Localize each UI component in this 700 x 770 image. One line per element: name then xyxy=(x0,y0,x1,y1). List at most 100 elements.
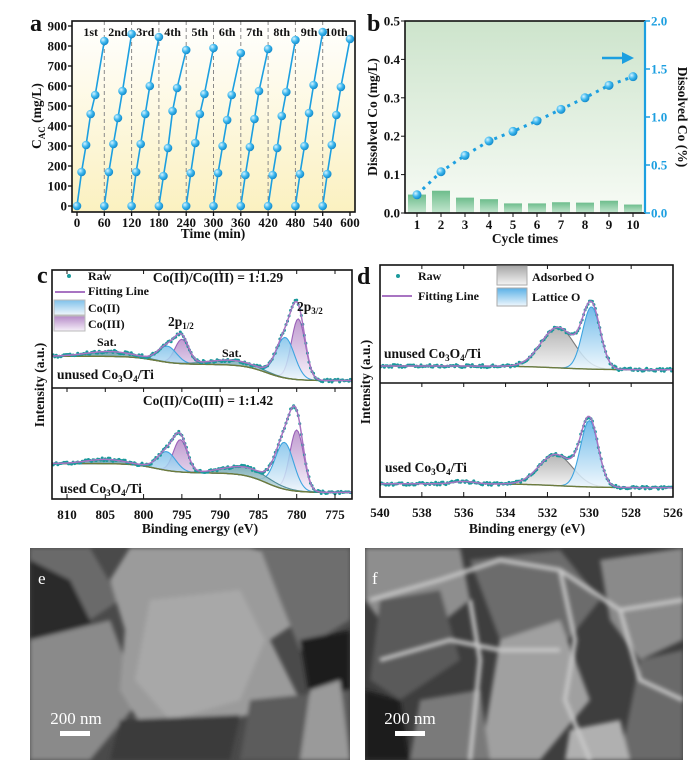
data-point xyxy=(90,90,100,100)
y-tick-label: 700 xyxy=(48,59,68,74)
x-tick-label: 795 xyxy=(172,507,192,522)
sat-label-1: Sat. xyxy=(97,335,117,349)
panel-d-o1s-xps: 540 538 536 534 532 530 528 526 d Raw Fitting L… xyxy=(357,264,683,536)
sample-label-used-d: used Co3O4/Ti xyxy=(385,460,467,477)
data-point xyxy=(336,82,346,92)
panel-a-x-axis-label: Time (min) xyxy=(181,226,246,241)
data-point xyxy=(291,35,300,45)
y-tick-label: 500 xyxy=(48,99,68,114)
x-tick-label: 785 xyxy=(249,507,269,522)
legend-adsorbed-label: Adsorbed O xyxy=(532,270,594,284)
data-point xyxy=(109,139,118,149)
peak-label-2p12: 2p1/2 xyxy=(168,314,194,331)
y-tick-label: 300 xyxy=(48,139,68,154)
panel-d-frame xyxy=(379,264,674,498)
bar xyxy=(624,204,642,213)
data-point xyxy=(272,143,282,153)
x-tick-label: 60 xyxy=(98,215,111,230)
bar xyxy=(552,202,570,213)
data-point xyxy=(218,141,227,151)
fitting-line xyxy=(52,405,352,494)
sem-image-f: f 200 nm xyxy=(365,548,683,760)
sample-label-used-c: used Co3O4/Ti xyxy=(60,481,142,498)
panel-c-y-axis-label: Intensity (a.u.) xyxy=(32,343,47,427)
data-point xyxy=(532,116,542,126)
data-point xyxy=(100,201,109,211)
data-point xyxy=(72,201,82,211)
dissolved-percent-line xyxy=(415,75,634,196)
data-point xyxy=(604,80,614,90)
legend-fit-label: Fitting Line xyxy=(88,284,150,298)
x-tick-label: 536 xyxy=(454,505,474,520)
x-tick-label: 10 xyxy=(627,217,640,232)
data-point xyxy=(168,106,177,116)
data-point xyxy=(241,170,250,180)
data-point xyxy=(436,167,446,177)
legend-raw-label: Raw xyxy=(88,269,112,283)
scale-bar-e xyxy=(60,731,90,736)
panel-f-letter: f xyxy=(372,569,378,588)
cycle-label: 4th xyxy=(164,25,181,39)
sat-label-2: Sat. xyxy=(222,346,242,360)
raw-point xyxy=(295,298,299,302)
x-tick-label: 600 xyxy=(340,215,360,230)
arrow-right-icon xyxy=(602,52,634,64)
data-point xyxy=(291,201,300,211)
scale-bar-label-f: 200 nm xyxy=(384,709,435,728)
y-left-tick-label: 0.2 xyxy=(384,129,400,144)
data-point xyxy=(295,169,305,179)
panel-a-y-axis-label: CAC (mg/L) xyxy=(29,83,47,149)
x-tick-label: 5 xyxy=(510,217,517,232)
y-left-tick-label: 0.4 xyxy=(384,52,401,67)
panel-b-x-axis-label: Cycle times xyxy=(492,231,558,246)
data-point xyxy=(140,109,150,119)
bar xyxy=(408,194,426,213)
panel-a-cycle-chart: 1st 2nd 3rd 4th 5th 6th 7th 8th 9th 10th a Time (… xyxy=(29,11,360,241)
panel-d-letter: d xyxy=(357,264,371,290)
legend-co2-label: Co(II) xyxy=(88,301,120,315)
cycle-line xyxy=(240,48,269,207)
legend-lattice-label: Lattice O xyxy=(532,290,580,304)
data-point xyxy=(222,115,232,125)
panel-b-plot-area xyxy=(405,21,645,213)
data-point xyxy=(322,169,332,179)
x-tick-label: 538 xyxy=(412,505,432,520)
cycle-label: 2nd xyxy=(108,25,128,39)
cycle-line xyxy=(294,31,324,207)
cycle-line xyxy=(321,38,351,207)
y-right-tick-label: 1.5 xyxy=(651,62,668,77)
cycle-line xyxy=(212,52,242,207)
data-point xyxy=(268,170,277,180)
data-point xyxy=(191,138,200,148)
data-point xyxy=(186,168,196,178)
data-point xyxy=(81,140,91,150)
panel-a-letter: a xyxy=(30,11,42,37)
legend-co3-label: Co(III) xyxy=(88,317,125,331)
data-point xyxy=(154,201,164,211)
data-point xyxy=(345,34,355,44)
sample-label-unused-c: unused Co3O4/Ti xyxy=(57,367,154,384)
panel-e-letter: e xyxy=(38,569,46,588)
x-tick-label: 540 xyxy=(370,505,390,520)
data-point xyxy=(200,89,209,99)
y-tick-label: 900 xyxy=(48,19,68,34)
cycle-label: 6th xyxy=(219,25,236,39)
x-tick-label: 480 xyxy=(286,215,306,230)
y-left-tick-label: 0.3 xyxy=(384,90,401,105)
data-point xyxy=(508,126,518,136)
data-point xyxy=(628,72,638,82)
data-point xyxy=(118,86,127,96)
panel-b-left-y-axis-label: Dissolved Co (mg/L) xyxy=(365,58,380,176)
cycle-line xyxy=(267,39,297,207)
x-tick-label: 532 xyxy=(538,505,558,520)
y-tick-label: 800 xyxy=(48,39,68,54)
data-point xyxy=(113,113,123,123)
data-point xyxy=(127,29,136,39)
data-point xyxy=(309,80,318,90)
legend-co3-swatch xyxy=(53,315,86,332)
y-right-tick-label: 0.0 xyxy=(651,206,667,221)
cycle-line xyxy=(158,49,187,207)
cycle-label: 5th xyxy=(192,25,209,39)
cycle-label: 1st xyxy=(83,25,98,39)
